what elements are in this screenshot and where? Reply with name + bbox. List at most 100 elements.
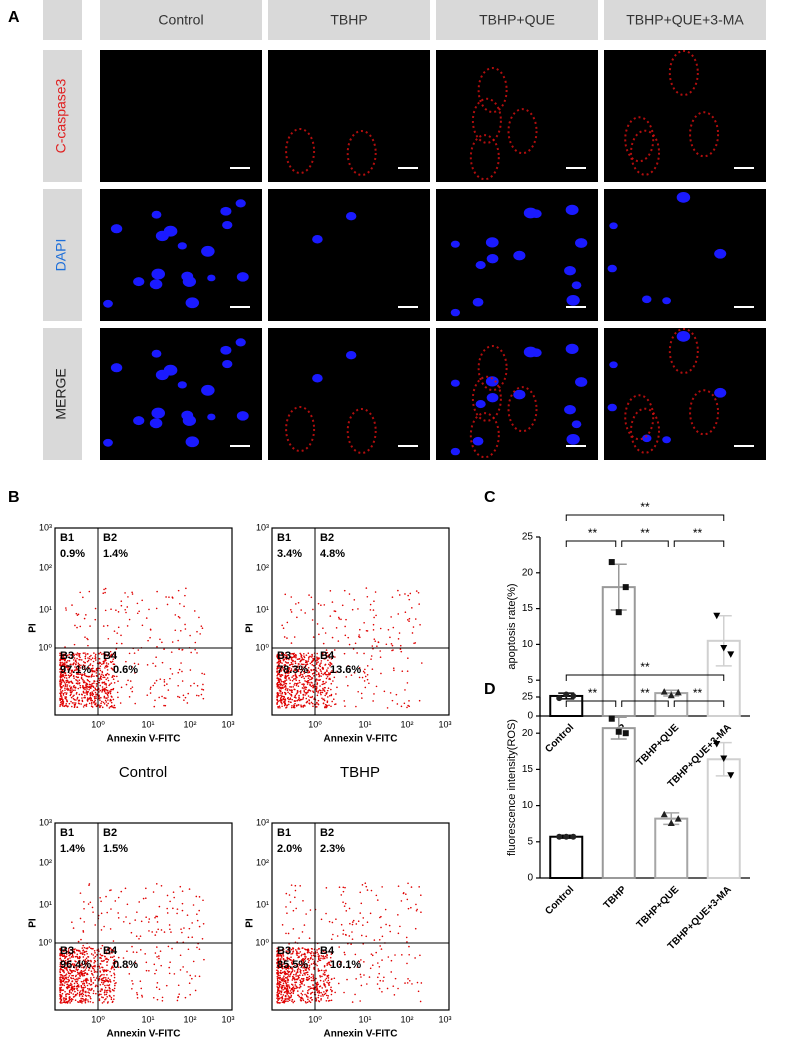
- event-dot: [119, 702, 122, 704]
- event-dot: [408, 700, 410, 702]
- event-dot: [418, 603, 420, 605]
- event-dot: [99, 975, 101, 978]
- event-dot: [335, 671, 337, 674]
- event-dot: [283, 1001, 286, 1004]
- event-dot: [279, 983, 282, 986]
- y-axis-label: PI: [245, 918, 256, 928]
- event-dot: [288, 677, 290, 680]
- event-dot: [352, 648, 355, 650]
- event-dot: [335, 693, 337, 695]
- event-dot: [282, 988, 284, 991]
- event-dot: [303, 663, 305, 666]
- event-dot: [65, 609, 67, 611]
- event-dot: [329, 664, 331, 667]
- event-dot: [70, 966, 72, 968]
- event-dot: [190, 651, 192, 654]
- event-dot: [70, 669, 73, 672]
- event-dot: [303, 952, 306, 955]
- event-dot: [305, 680, 308, 683]
- event-dot: [187, 948, 190, 951]
- event-dot: [336, 686, 338, 689]
- event-dot: [84, 686, 87, 689]
- event-dot: [371, 964, 374, 967]
- nucleus: [475, 261, 486, 270]
- event-dot: [363, 680, 366, 682]
- event-dot: [68, 990, 71, 993]
- event-dot: [371, 668, 374, 670]
- caspase-signal: [346, 407, 377, 454]
- row-label: DAPI: [53, 239, 69, 272]
- event-dot: [85, 703, 88, 706]
- event-dot: [377, 641, 380, 643]
- event-dot: [404, 689, 406, 691]
- event-dot: [142, 897, 145, 900]
- event-dot: [284, 661, 287, 663]
- event-dot: [76, 982, 79, 985]
- event-dot: [286, 637, 288, 639]
- event-dot: [308, 937, 311, 939]
- event-dot: [82, 690, 85, 693]
- event-dot: [168, 924, 171, 926]
- event-dot: [280, 987, 283, 990]
- event-dot: [178, 696, 181, 699]
- event-dot: [100, 960, 103, 962]
- event-dot: [65, 688, 68, 690]
- event-dot: [356, 652, 358, 654]
- event-dot: [59, 683, 62, 685]
- event-dot: [312, 984, 314, 986]
- event-dot: [82, 678, 84, 681]
- event-dot: [102, 983, 104, 986]
- event-dot: [291, 952, 294, 955]
- event-dot: [81, 997, 84, 1000]
- event-dot: [294, 889, 297, 892]
- event-dot: [93, 949, 96, 952]
- event-dot: [169, 668, 172, 670]
- event-dot: [160, 964, 162, 967]
- significance-bracket: [565, 540, 617, 547]
- event-dot: [106, 979, 109, 982]
- caspase-signal: [285, 128, 316, 175]
- event-dot: [71, 998, 74, 1001]
- event-dot: [304, 705, 306, 707]
- event-dot: [295, 679, 298, 681]
- event-dot: [307, 658, 310, 660]
- event-dot: [408, 945, 410, 948]
- event-dot: [108, 673, 110, 676]
- event-dot: [93, 962, 95, 964]
- event-dot: [319, 985, 322, 987]
- event-dot: [346, 978, 348, 981]
- event-dot: [90, 970, 93, 972]
- event-dot: [379, 979, 382, 982]
- y-tick-label: 0: [527, 711, 533, 722]
- event-dot: [277, 988, 279, 990]
- event-dot: [287, 995, 290, 997]
- event-dot: [74, 663, 77, 666]
- quadrant-percent: 2.0%: [277, 843, 302, 855]
- event-dot: [297, 947, 300, 949]
- event-dot: [290, 596, 293, 598]
- event-dot: [388, 924, 391, 927]
- event-dot: [99, 651, 102, 654]
- event-dot: [71, 974, 73, 977]
- event-dot: [74, 660, 77, 663]
- bar: [601, 727, 636, 880]
- event-dot: [317, 691, 319, 694]
- event-dot: [181, 670, 183, 673]
- event-dot: [321, 993, 324, 996]
- event-dot: [325, 693, 328, 695]
- quadrant-percent: 3.4%: [277, 548, 302, 560]
- event-dot: [333, 649, 336, 651]
- event-dot: [76, 652, 79, 654]
- event-dot: [419, 1000, 422, 1003]
- event-dot: [74, 686, 77, 689]
- quadrant-percent: 85.5%: [277, 959, 308, 971]
- event-dot: [64, 982, 66, 984]
- quadrant-name: B3: [277, 650, 291, 662]
- event-dot: [328, 981, 331, 984]
- event-dot: [301, 683, 303, 686]
- event-dot: [282, 627, 285, 630]
- event-dot: [117, 696, 119, 699]
- event-dot: [86, 693, 88, 696]
- event-dot: [316, 623, 319, 625]
- event-dot: [302, 947, 304, 949]
